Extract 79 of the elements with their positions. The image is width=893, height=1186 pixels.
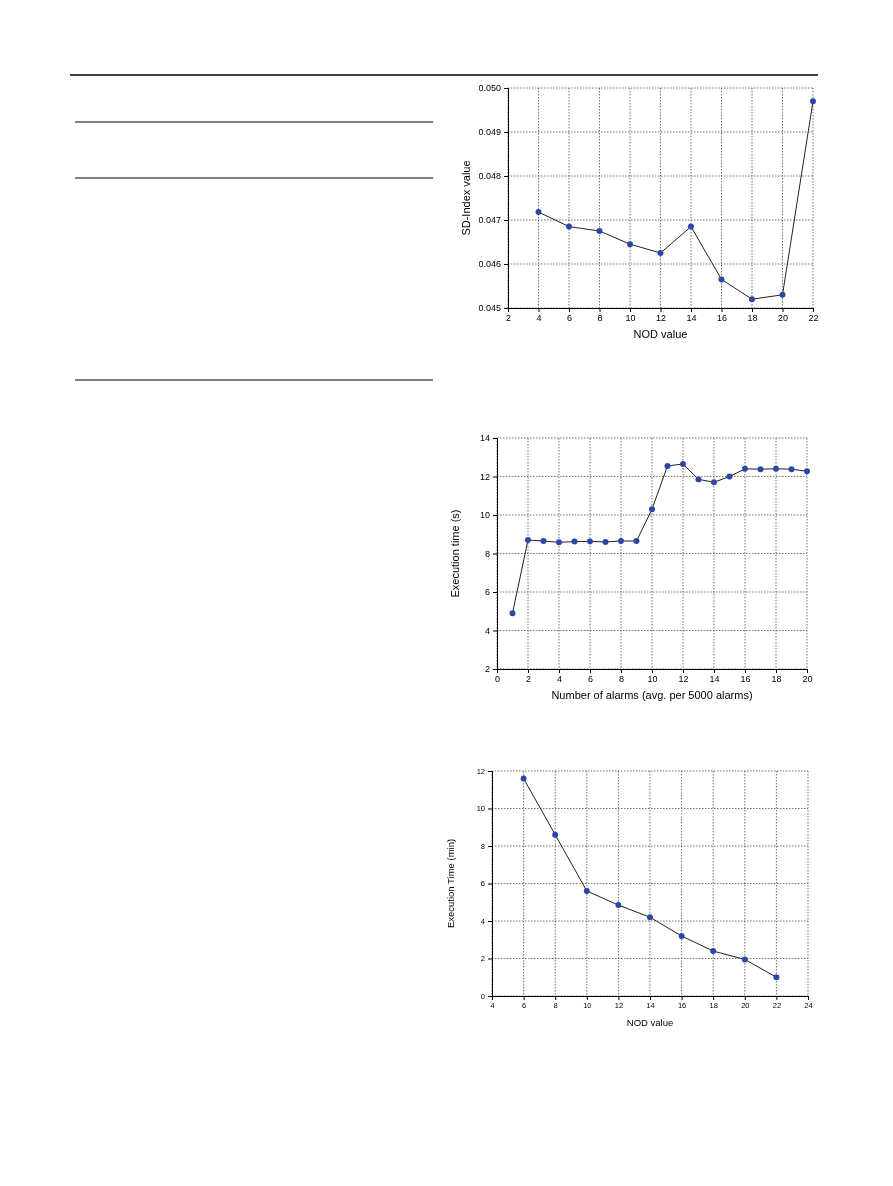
point [633,538,640,544]
point [678,933,685,939]
point [688,223,694,230]
point [710,948,717,954]
x-tick-label: 6 [566,313,573,324]
point [596,228,603,234]
y-axis-title: Execution Time (min) [445,838,456,929]
y-tick-label: 0.046 [478,259,501,270]
point [810,98,816,105]
x-tick-label: 16 [716,313,728,324]
point [509,610,516,617]
point [535,209,542,216]
point [788,466,795,473]
y-tick-label: 12 [479,471,490,482]
point [627,241,633,248]
point [556,539,562,546]
y-tick-label: 0.048 [478,171,501,182]
y-tick-label: 0.047 [478,215,501,226]
y-tick-label: 6 [484,587,490,598]
y-axis-title: Execution time (s) [449,509,461,598]
y-tick-label: 0.050 [478,83,501,94]
point [680,461,686,467]
point [779,291,786,298]
point [695,476,702,483]
x-axis-title: Number of alarms (avg. per 5000 alarms) [551,689,753,701]
point [757,466,764,473]
x-tick-label: 6 [587,674,594,685]
y-tick-label: 8 [484,548,490,559]
point [664,462,671,469]
point [741,956,748,963]
x-tick-label: 18 [747,313,758,324]
point [773,465,779,472]
x-tick-label: 4 [556,674,563,685]
point [726,473,733,480]
point [618,538,624,544]
point [520,775,527,782]
point [742,465,748,472]
point [657,250,664,256]
x-tick-label: 2 [525,674,532,685]
x-tick-label: 14 [686,313,697,324]
point [749,296,755,303]
y-axis-title: SD-Index value [460,160,472,236]
x-tick-label: 2 [505,313,512,324]
point [804,468,810,475]
x-tick-label: 12 [678,674,689,685]
x-tick-label: 12 [655,313,667,324]
point [587,538,593,545]
x-tick-label: 20 [777,313,789,324]
point [525,537,531,543]
x-tick-label: 14 [709,674,720,685]
point [615,902,622,909]
y-tick-label: 0.045 [478,303,501,314]
x-tick-label: 16 [740,674,751,685]
point [718,276,725,283]
point [711,479,717,486]
point [566,223,572,230]
x-tick-label: 8 [597,313,603,324]
x-tick-label: 4 [536,313,542,324]
point [647,914,653,921]
x-tick-label: 18 [771,674,782,685]
x-axis-title: NOD value [633,328,688,340]
y-tick-label: 10 [479,510,490,521]
point [583,888,590,894]
point [773,974,780,981]
x-tick-label: 10 [647,674,658,685]
x-tick-label: 10 [625,313,636,324]
point [552,831,559,838]
x-axis-title: NOD value [626,1017,674,1028]
y-tick-label: 14 [479,433,490,444]
x-tick-label: 8 [618,674,625,685]
point [540,538,547,544]
point [602,538,609,545]
point [571,538,578,545]
x-tick-label: 22 [808,313,819,324]
y-tick-label: 4 [484,625,490,636]
point [649,506,655,513]
y-tick-label: 0.049 [478,127,501,138]
x-tick-label: 20 [802,674,813,685]
y-tick-label: 2 [484,664,490,675]
